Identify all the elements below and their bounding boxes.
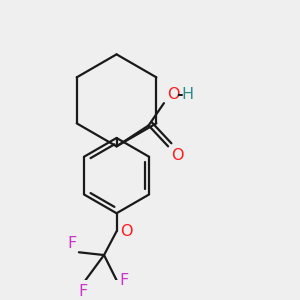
Text: O: O <box>167 87 179 102</box>
Text: O: O <box>120 224 132 239</box>
Text: O: O <box>172 148 184 163</box>
Text: F: F <box>67 236 76 251</box>
Text: F: F <box>79 284 88 299</box>
Text: H: H <box>181 87 193 102</box>
Text: -: - <box>176 87 182 102</box>
Text: F: F <box>119 273 129 288</box>
